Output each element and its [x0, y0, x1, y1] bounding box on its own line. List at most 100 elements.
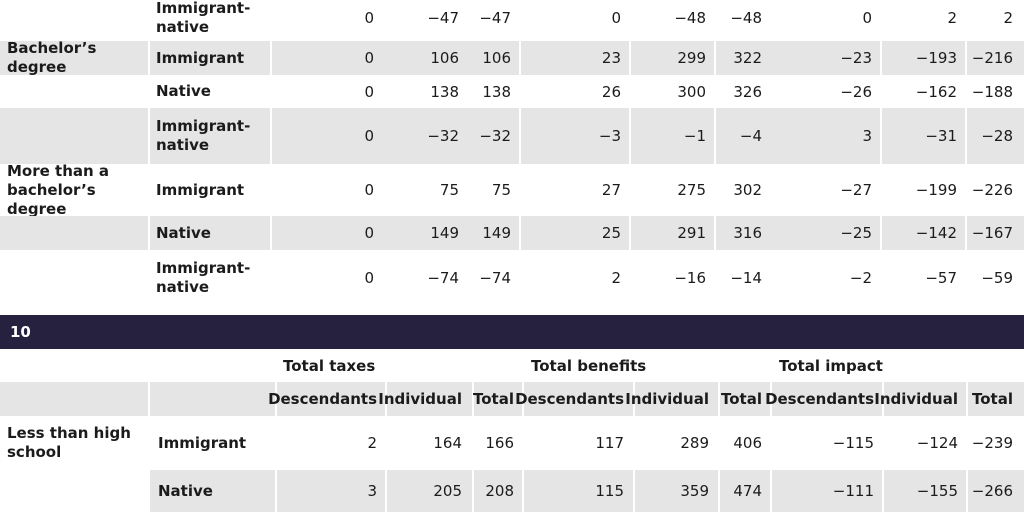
table-cell: −32: [427, 127, 459, 145]
table-cell: −188: [971, 82, 1013, 101]
table-cell: 316: [733, 224, 762, 242]
table-cell: −25: [840, 224, 872, 242]
row-sub-label: Native: [156, 223, 211, 242]
column-group-header: Total taxes: [283, 356, 376, 375]
table-cell: −27: [840, 181, 872, 199]
column-group-header: Total benefits: [531, 356, 647, 375]
table-cell: −124: [916, 434, 958, 452]
table-cell: 300: [677, 82, 706, 101]
column-divider: [148, 216, 150, 250]
group-header-row: Total taxes Total benefits Total impact: [0, 349, 1024, 382]
table-cell: 2: [1003, 8, 1013, 27]
column-divider: [770, 382, 772, 416]
table-cell: 149: [482, 224, 511, 242]
table-cell: 164: [433, 434, 462, 452]
row-sub-label: Immigrant- native: [156, 259, 251, 296]
table-cell: −1: [683, 127, 706, 145]
column-divider: [148, 382, 150, 416]
table-cell: −28: [981, 127, 1013, 145]
table-row: More than a bachelor’s degree Immigrant 0 7…: [0, 161, 1024, 218]
table-cell: 359: [680, 482, 709, 500]
table-cell: −31: [925, 127, 957, 145]
column-header: Total: [972, 390, 1013, 408]
table-cell: 3: [862, 127, 872, 145]
column-divider: [880, 108, 882, 164]
table-cell: −115: [832, 434, 874, 452]
table-cell: 75: [491, 181, 511, 199]
column-divider: [519, 108, 521, 164]
table-cell: −167: [971, 224, 1013, 242]
column-divider: [522, 382, 524, 416]
table-cell: −57: [925, 269, 957, 287]
table-cell: −239: [971, 434, 1013, 452]
table-cell: 474: [733, 482, 762, 500]
column-divider: [472, 382, 474, 416]
table-cell: 138: [482, 82, 511, 101]
column-divider: [882, 470, 884, 512]
table-cell: −266: [971, 482, 1013, 500]
table-cell: −226: [971, 181, 1013, 199]
row-sub-label: Native: [156, 82, 211, 100]
column-divider: [270, 108, 272, 164]
table-cell: 75: [439, 181, 459, 199]
table-cell: −155: [916, 482, 958, 500]
table-row: Immigrant- native 0 −47 −47 0 −48 −48 0 2 2: [0, 0, 1024, 41]
column-divider: [965, 108, 967, 164]
row-sub-label: Immigrant- native: [156, 0, 251, 36]
table-cell: 106: [430, 49, 459, 67]
table-cell: −3: [598, 127, 621, 145]
table-cell: 322: [733, 49, 762, 67]
table-cell: 149: [430, 224, 459, 242]
table-cell: 208: [485, 482, 514, 500]
column-header: Individual: [625, 390, 709, 408]
column-divider: [880, 216, 882, 250]
table-cell: −199: [915, 181, 957, 199]
column-divider: [718, 470, 720, 512]
row-group-label: More than a bachelor’s degree: [7, 161, 110, 218]
row-sub-label: Native: [158, 481, 213, 500]
column-header: Descendants: [268, 390, 377, 408]
table-cell: −48: [674, 8, 706, 27]
table-cell: −23: [840, 49, 872, 67]
table-cell: 23: [601, 49, 621, 67]
column-divider: [718, 382, 720, 416]
column-divider: [633, 470, 635, 512]
table-cell: 205: [433, 482, 462, 500]
table-cell: −14: [730, 269, 762, 287]
column-divider: [472, 470, 474, 512]
table-cell: 0: [364, 269, 374, 287]
column-divider: [270, 41, 272, 75]
table-cell: 2: [611, 269, 621, 287]
table-cell: 0: [364, 127, 374, 145]
table-cell: −47: [427, 8, 459, 27]
column-divider: [519, 41, 521, 75]
table-cell: −26: [840, 82, 872, 101]
column-header: Descendants: [515, 390, 624, 408]
table-cell: 0: [364, 49, 374, 67]
column-divider: [270, 216, 272, 250]
table-cell: 3: [367, 482, 377, 500]
column-divider: [965, 41, 967, 75]
table-cell: −48: [730, 8, 762, 27]
column-divider: [966, 470, 968, 512]
column-divider: [714, 216, 716, 250]
table-cell: 406: [733, 434, 762, 452]
table-cell: −59: [981, 269, 1013, 287]
table-cell: 2: [947, 8, 957, 27]
column-divider: [148, 41, 150, 75]
table-cell: 117: [595, 434, 624, 452]
table-row: Immigrant- native 0 −32 −32 −3 −1 −4 3 −31 −28: [0, 108, 1024, 164]
column-divider: [629, 108, 631, 164]
table-cell: 289: [680, 434, 709, 452]
column-header: Total: [473, 390, 514, 408]
column-header: Individual: [874, 390, 958, 408]
table-cell: 0: [364, 181, 374, 199]
table-cell: −4: [739, 127, 762, 145]
section-band: 10: [0, 315, 1024, 349]
column-divider: [385, 470, 387, 512]
table-cell: −111: [832, 482, 874, 500]
row-sub-label: Immigrant- native: [156, 117, 251, 154]
table-cell: −193: [915, 49, 957, 67]
column-divider: [714, 108, 716, 164]
table-cell: −47: [479, 8, 511, 27]
